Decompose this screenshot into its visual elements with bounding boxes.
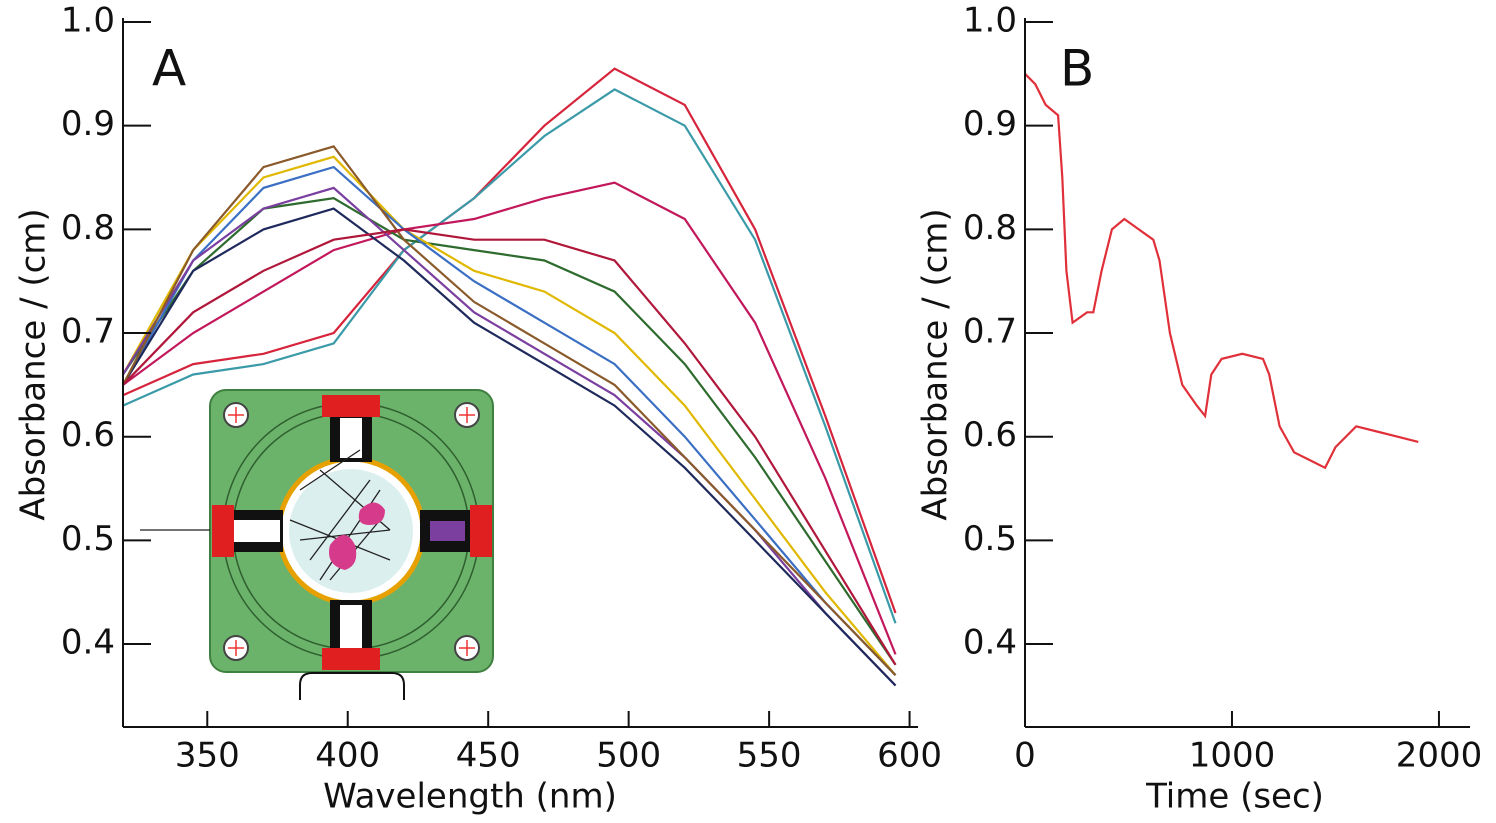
y-tick-label: 0.5 [963,519,1017,559]
inset-diagram [140,389,494,700]
x-axis-title: Time (sec) [1145,777,1324,817]
data-line [122,165,897,676]
panel-label: B [1060,40,1094,98]
x-tick-label: 0 [1014,736,1036,776]
data-line [122,67,897,614]
data-line [122,228,897,666]
y-axis-title: Absorbance / (cm) [916,208,956,520]
data-line [122,186,897,687]
x-tick-label: 600 [877,736,942,776]
y-tick-label: 0.7 [61,312,115,352]
x-tick-label: 350 [175,736,240,776]
data-line [1024,73,1419,470]
y-tick-label: 1.0 [963,1,1017,41]
y-axis-title: Absorbance / (cm) [14,208,54,520]
y-tick-label: 0.4 [61,623,115,663]
x-tick-label: 550 [737,736,802,776]
data-line [122,145,897,676]
x-tick-label: 400 [315,736,380,776]
y-tick-label: 0.9 [963,104,1017,144]
data-line [122,88,897,624]
x-tick-label: 2000 [1396,736,1483,776]
y-tick-label: 0.8 [61,208,115,248]
data-line [122,207,897,687]
data-line [122,155,897,676]
y-tick-label: 0.7 [963,312,1017,352]
y-tick-label: 0.9 [61,104,115,144]
panel-label: A [152,40,186,98]
data-line [122,181,897,655]
y-tick-label: 0.5 [61,519,115,559]
x-axis-title: Wavelength (nm) [323,777,617,817]
x-tick-label: 450 [456,736,521,776]
y-tick-label: 0.6 [963,415,1017,455]
data-line [122,197,897,666]
y-tick-label: 0.8 [963,208,1017,248]
x-tick-label: 1000 [1189,736,1276,776]
y-tick-label: 0.4 [963,623,1017,663]
y-tick-label: 0.6 [61,415,115,455]
x-tick-label: 500 [596,736,661,776]
y-tick-label: 1.0 [61,1,115,41]
